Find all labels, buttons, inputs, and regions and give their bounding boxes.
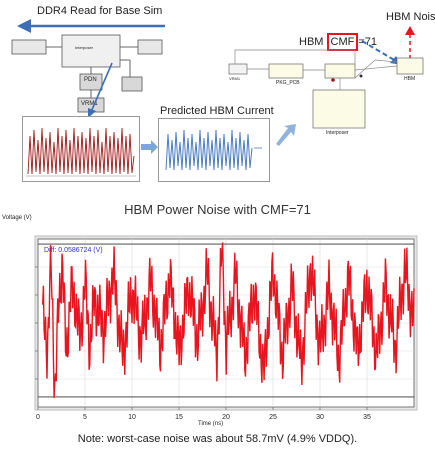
down-arrow-icon xyxy=(88,62,113,118)
top-diagram: DDR4 Read for Base Sim Interposer PDN VR… xyxy=(0,0,435,195)
x-tick-label: 20 xyxy=(222,414,230,421)
noise-series-line xyxy=(42,242,415,398)
interposer-left-label: Interposer xyxy=(75,45,94,50)
left-schematic xyxy=(11,34,163,113)
hbm-current-waveform xyxy=(158,118,270,182)
vrm1-left-label: VRM1 xyxy=(81,101,98,107)
noise-chart: 0 5 10 15 20 25 30 35 Diff: 0.0586724 (V) xyxy=(34,235,418,421)
hbm-block-label: HBM xyxy=(404,76,416,82)
cmf-highlight-box: CMF xyxy=(326,33,359,51)
x-tick-label: 35 xyxy=(363,414,371,421)
hbm-cmf-label: HBM CMF =71 xyxy=(299,33,377,51)
ddr4-arrow-icon xyxy=(17,19,165,33)
x-axis-label: Time (ns) xyxy=(198,421,224,427)
ddr4-label: DDR4 Read for Base Sim xyxy=(37,5,163,17)
diff-label: Diff: 0.0586724 (V) xyxy=(44,247,103,254)
x-tick-label: 10 xyxy=(128,414,136,421)
hbm-cmf-suffix: =71 xyxy=(358,36,377,48)
x-tick-label: 25 xyxy=(269,414,277,421)
hbm-cmf-prefix: HBM xyxy=(299,36,327,48)
plot-title: HBM Power Noise with CMF=71 xyxy=(124,202,311,217)
x-tick-label: 0 xyxy=(36,414,40,421)
note-text: Note: worst-case noise was about 58.7mV … xyxy=(77,433,358,445)
x-tick-label: 15 xyxy=(175,414,183,421)
interposer-right-label: Interposer xyxy=(326,130,349,136)
right-arrow-icon xyxy=(141,140,158,154)
x-tick-label: 30 xyxy=(316,414,324,421)
pdn-label: PDN xyxy=(84,77,97,83)
large-arrow-icon xyxy=(276,124,296,146)
x-tick-label: 5 xyxy=(83,414,87,421)
ddr4-waveform xyxy=(22,116,140,182)
predicted-hbm-current-label: Predicted HBM Current xyxy=(160,105,274,117)
pkg-pcb-label: PKG_PCB xyxy=(276,80,300,86)
vrm1-right-label: VRM1 xyxy=(229,76,241,81)
hbm-noise-label: HBM Noise xyxy=(386,11,435,23)
y-axis-label: Voltage (V) xyxy=(2,215,32,221)
right-schematic xyxy=(228,49,424,129)
hbm-noise-arrow-icon xyxy=(405,26,415,66)
